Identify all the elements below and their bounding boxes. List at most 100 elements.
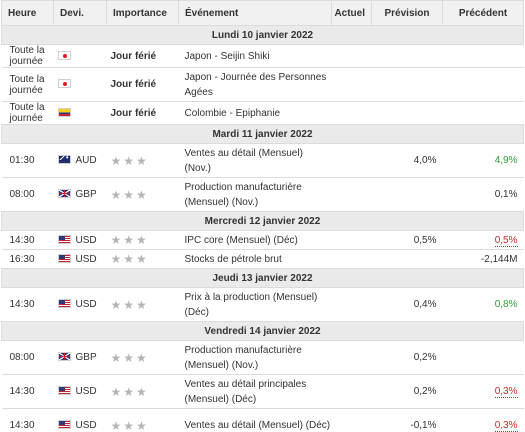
- holiday-text: Jour férié: [110, 79, 157, 90]
- flag-co-icon: [57, 107, 71, 117]
- event-currency: USD: [53, 408, 107, 432]
- event-row[interactable]: 14:30 USD ★★★ Prix à la production (Mensuel…: [1, 287, 524, 322]
- event-forecast: 0,2%: [371, 340, 443, 375]
- importance-stars: ★★★: [106, 374, 179, 409]
- event-previous: -2,144M: [442, 249, 524, 269]
- event-row[interactable]: 16:30 USD ★★★ Stocks de pétrole brut -2,144M: [1, 249, 524, 269]
- event-name[interactable]: Stocks de pétrole brut: [178, 249, 332, 269]
- event-previous: [442, 340, 524, 375]
- day-header-date: Mercredi 12 janvier 2022: [1, 211, 524, 231]
- holiday-label: Jour férié: [106, 67, 179, 102]
- event-actual: [331, 230, 372, 250]
- col-header-actual[interactable]: Actuel: [331, 0, 372, 26]
- currency-code: USD: [75, 253, 97, 265]
- event-row[interactable]: Toute la journée Jour férié Colombie - Epi…: [1, 101, 524, 125]
- previous-value: 4,9%: [494, 155, 518, 166]
- event-forecast: 0,4%: [371, 287, 443, 322]
- col-header-forecast[interactable]: Prévision: [371, 0, 443, 26]
- event-name[interactable]: Prix à la production (Mensuel) (Déc): [178, 287, 332, 322]
- event-currency: GBP: [53, 340, 107, 375]
- importance-stars: ★★★: [106, 177, 179, 212]
- event-previous: 0,3%: [442, 374, 524, 409]
- day-header-date: Vendredi 14 janvier 2022: [1, 321, 524, 341]
- header-row: Heure Devi. Importance Événement Actuel …: [1, 0, 524, 26]
- event-row[interactable]: 14:30 USD ★★★ Ventes au détail (Mensuel) (D…: [1, 408, 524, 432]
- currency-code: GBP: [75, 352, 97, 363]
- importance-stars: ★★★: [106, 340, 179, 375]
- currency-code: GBP: [75, 189, 97, 200]
- event-time: 14:30: [1, 408, 54, 432]
- day-header-row: Lundi 10 janvier 2022: [1, 25, 524, 45]
- event-name[interactable]: Ventes au détail (Mensuel) (Déc): [178, 408, 332, 432]
- day-header-date: Mardi 11 janvier 2022: [1, 124, 524, 144]
- star-icons: ★★★: [110, 418, 149, 432]
- event-forecast: 0,2%: [371, 374, 443, 409]
- event-actual: [331, 374, 372, 409]
- event-currency: [53, 67, 107, 102]
- day-header-row: Mercredi 12 janvier 2022: [1, 211, 524, 231]
- event-name[interactable]: Japon - Journée des Personnes Agées: [178, 67, 332, 102]
- previous-value: 0,8%: [494, 299, 518, 310]
- event-actual: [331, 143, 372, 178]
- event-currency: AUD: [53, 143, 107, 178]
- event-name[interactable]: Ventes au détail (Mensuel) (Nov.): [178, 143, 332, 178]
- previous-value: -2,144M: [480, 253, 518, 265]
- star-icons: ★★★: [110, 384, 149, 399]
- col-header-time[interactable]: Heure: [1, 0, 54, 26]
- event-name[interactable]: Japon - Seijin Shiki: [178, 44, 332, 68]
- event-name[interactable]: Production manufacturière (Mensuel) (Nov…: [178, 177, 332, 212]
- event-row[interactable]: 14:30 USD ★★★ IPC core (Mensuel) (Déc) 0,5% 0…: [1, 230, 524, 250]
- event-forecast: [371, 249, 443, 269]
- flag-gb-icon: [57, 189, 71, 198]
- event-name[interactable]: Production manufacturière (Mensuel) (Nov…: [178, 340, 332, 375]
- flag-au-icon: [57, 155, 71, 164]
- event-currency: GBP: [53, 177, 107, 212]
- event-row[interactable]: 08:00 GBP ★★★ Production manufacturière (Me…: [1, 340, 524, 375]
- event-time: 01:30: [1, 143, 54, 178]
- day-header-date: Jeudi 13 janvier 2022: [1, 268, 524, 288]
- col-header-importance[interactable]: Importance: [106, 0, 179, 26]
- event-row[interactable]: 01:30 AUD ★★★ Ventes au détail (Mensuel) (N…: [1, 143, 524, 178]
- event-time: 08:00: [1, 177, 54, 212]
- event-time: 14:30: [1, 230, 54, 250]
- event-time: 08:00: [1, 340, 54, 375]
- col-header-currency[interactable]: Devi.: [53, 0, 107, 26]
- flag-us-icon: [57, 234, 71, 244]
- event-forecast: [371, 44, 443, 68]
- currency-code: AUD: [75, 155, 97, 166]
- event-forecast: -0,1%: [371, 408, 443, 432]
- star-icons: ★★★: [110, 233, 149, 247]
- event-forecast: [371, 67, 443, 102]
- flag-us-icon: [57, 420, 71, 429]
- event-currency: USD: [53, 249, 107, 269]
- event-currency: USD: [53, 287, 107, 322]
- previous-value: 0,3%: [494, 386, 518, 398]
- event-currency: [53, 101, 107, 125]
- event-actual: [331, 44, 372, 68]
- flag-jp-icon: [57, 50, 71, 60]
- holiday-text: Jour férié: [110, 50, 157, 62]
- event-row[interactable]: 14:30 USD ★★★ Ventes au détail principales …: [1, 374, 524, 409]
- event-row[interactable]: 08:00 GBP ★★★ Production manufacturière (Me…: [1, 177, 524, 212]
- currency-code: USD: [75, 386, 97, 397]
- event-previous: 0,5%: [442, 230, 524, 250]
- event-name[interactable]: IPC core (Mensuel) (Déc): [178, 230, 332, 250]
- col-header-previous[interactable]: Précédent: [442, 0, 524, 26]
- col-header-event[interactable]: Événement: [178, 0, 332, 26]
- event-previous: [442, 101, 524, 125]
- event-currency: USD: [53, 230, 107, 250]
- importance-stars: ★★★: [106, 249, 179, 269]
- event-previous: 0,3%: [442, 408, 524, 432]
- event-previous: 4,9%: [442, 143, 524, 178]
- event-row[interactable]: Toute la journée Jour férié Japon - Seijin…: [1, 44, 524, 68]
- holiday-label: Jour férié: [106, 101, 179, 125]
- event-name[interactable]: Ventes au détail principales (Mensuel) (…: [178, 374, 332, 409]
- event-time: 16:30: [1, 249, 54, 269]
- flag-us-icon: [57, 386, 71, 395]
- event-currency: [53, 44, 107, 68]
- previous-value: 0,1%: [494, 189, 518, 200]
- event-row[interactable]: Toute la journée Jour férié Japon - Journé…: [1, 67, 524, 102]
- event-name[interactable]: Colombie - Epiphanie: [178, 101, 332, 125]
- importance-stars: ★★★: [106, 408, 179, 432]
